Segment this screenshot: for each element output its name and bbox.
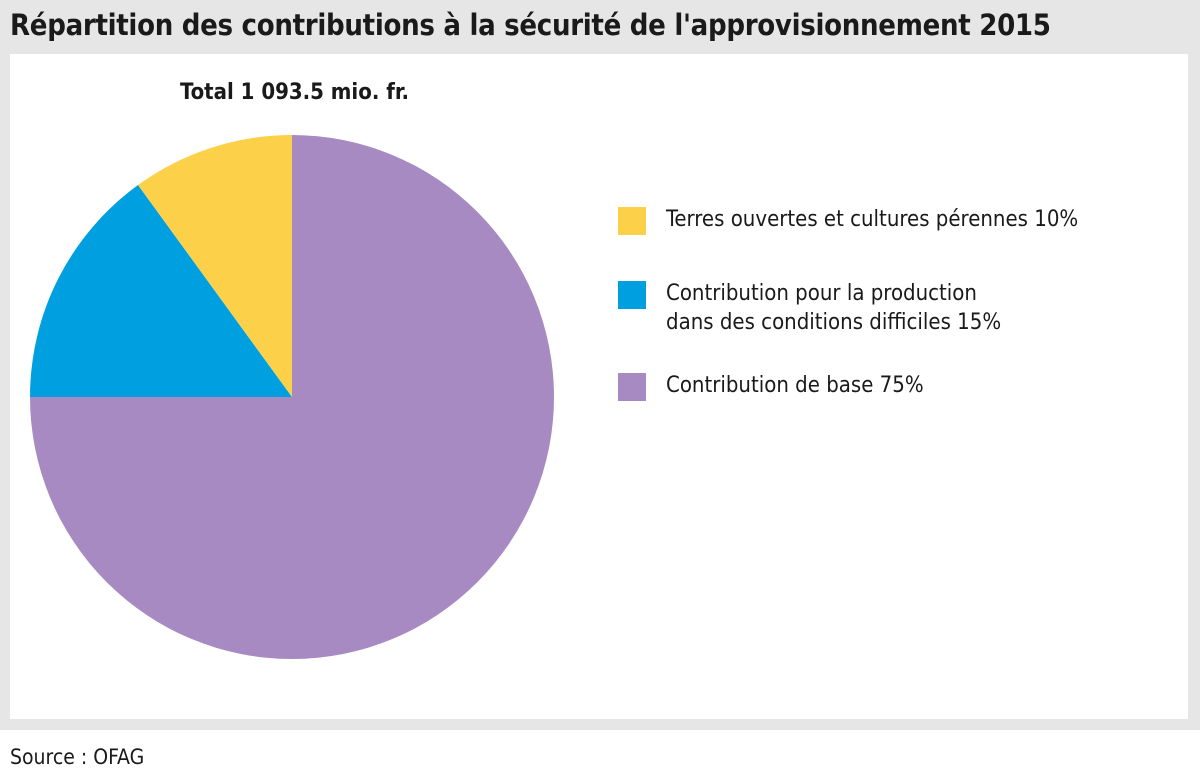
source-note: Source : OFAG bbox=[10, 745, 145, 769]
chart-subtitle-total: Total 1 093.5 mio. fr. bbox=[180, 80, 409, 105]
pie-slice-terres-ouvertes bbox=[138, 135, 292, 397]
legend-item-contribution-de-base: Contribution de base 75% bbox=[618, 371, 1178, 401]
legend-swatch-conditions-difficiles bbox=[618, 281, 646, 309]
legend-item-terres-ouvertes: Terres ouvertes et cultures pérennes 10% bbox=[618, 205, 1178, 235]
chart-title: Répartition des contributions à la sécur… bbox=[10, 8, 1051, 42]
chart-frame: Répartition des contributions à la sécur… bbox=[0, 0, 1200, 730]
legend-label-terres-ouvertes: Terres ouvertes et cultures pérennes 10% bbox=[666, 207, 1079, 232]
pie-chart bbox=[30, 135, 554, 659]
legend-swatch-contribution-de-base bbox=[618, 373, 646, 401]
legend-label-conditions-difficiles: Contribution pour la production dans des… bbox=[666, 281, 1002, 335]
pie-slice-conditions-difficiles bbox=[30, 185, 292, 397]
legend: Terres ouvertes et cultures pérennes 10%… bbox=[618, 205, 1178, 401]
legend-label-contribution-de-base: Contribution de base 75% bbox=[666, 373, 924, 398]
legend-swatch-terres-ouvertes bbox=[618, 207, 646, 235]
legend-item-conditions-difficiles: Contribution pour la production dans des… bbox=[618, 279, 1178, 335]
